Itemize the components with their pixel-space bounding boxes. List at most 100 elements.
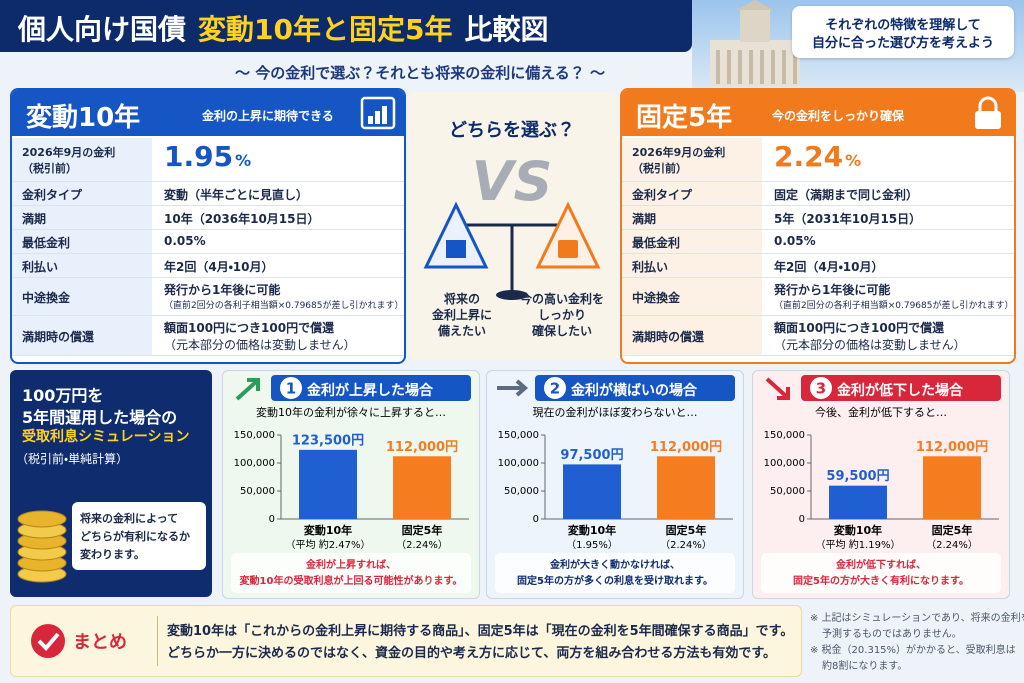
rate-unit: % (235, 151, 252, 170)
row-label: 利払い (632, 260, 669, 274)
row-label-cell (622, 138, 762, 181)
summary-text: どちらか一方に決めるのではなく、資金の目的や考え方に応じて、両方を組み合わせる方… (167, 646, 777, 661)
icon-lock (975, 111, 1001, 129)
product-card: 変動10年 金利の上昇に期待できる 2026年9月の金利 （税引前） 1.95% 金利タイ… (10, 88, 406, 364)
compare-question: どちらを選ぶ？ (449, 120, 575, 141)
card-header (12, 90, 404, 136)
chart-number: 3 (816, 380, 826, 398)
chart-subtitle: 変動10年の金利が徐々に上昇すると… (256, 405, 446, 419)
row-label-cell (622, 254, 762, 277)
row-value: （元本部分の価格は変動しません） (164, 338, 356, 352)
note-box (495, 553, 735, 593)
icon-shackle (978, 96, 998, 112)
summary-text: 変動10年は「これからの金利上昇に期待する商品」、固定5年は「現在の金利を5年間… (167, 624, 794, 639)
simulation-highlight: 受取利息シミュレーション (22, 429, 190, 445)
category-label: 固定5年 (666, 523, 707, 537)
card-icon (360, 96, 396, 130)
building-illustration (710, 0, 800, 86)
check-mark (37, 632, 60, 651)
chart-panel: 3 金利が低下した場合 今後、金利が低下すると… 0 50,000 100,000 150,… (752, 370, 1010, 599)
row-divider (622, 229, 1014, 230)
product-name: 変動10年 (26, 103, 141, 133)
row-value: 0.05% (164, 234, 206, 248)
row-value: 年2回（4月・10月） (164, 260, 274, 274)
building-column (782, 50, 786, 84)
row-divider (12, 355, 404, 356)
bar-chart: 現在の金利がほぼ変わらないと… 0 50,000 100,000 150,000 97,5… (495, 405, 735, 593)
summary-box: まとめ 変動10年は「これからの金利上昇に期待する商品」、固定5年は「現在の金利を… (10, 605, 802, 677)
row-label: 中途換金 (632, 291, 681, 305)
title-row: 個人向け国債 変動10年と固定5年 比較図 (18, 8, 548, 48)
row-value: 年2回（4月・10月） (774, 260, 884, 274)
chart-header-icons: 2 (497, 375, 567, 401)
card-icon (975, 96, 1001, 129)
row-label: 金利タイプ (22, 188, 83, 202)
category-note: （平均 約2.47%） (286, 538, 371, 551)
row-divider (12, 181, 404, 182)
row-divider (12, 315, 404, 316)
row-label: 利払い (22, 260, 59, 274)
chart-note: 変動10年の受取利息が上回る可能性があります。 (240, 574, 463, 587)
coin-text: 将来の金利によって (80, 512, 179, 525)
row-label: 満期 (22, 212, 47, 226)
number-badge (542, 375, 567, 401)
building-column (771, 50, 775, 84)
row-label-cell (12, 316, 152, 355)
check-icon (31, 624, 65, 658)
value-label: 112,000円 (650, 440, 722, 455)
row-label-cell (12, 182, 152, 205)
chart-note: 金利が上昇すれば、 (306, 558, 396, 571)
row-label-cell (12, 138, 152, 181)
bar (829, 485, 887, 519)
rate-label: （税引前） (22, 162, 77, 175)
title-banner (0, 0, 692, 52)
building-roof (736, 0, 774, 10)
chart-note: 金利が大きく動かなければ、 (550, 558, 680, 571)
row-label-cell (622, 316, 762, 355)
building-column (727, 50, 731, 84)
category-note: （1.95%） (566, 539, 618, 551)
category-label: 変動10年 (304, 523, 352, 537)
bar-chart: 変動10年の金利が徐々に上昇すると… 0 50,000 100,000 150,000 1… (231, 405, 471, 593)
chart-number: 1 (286, 380, 296, 398)
row-value: （直前2回分の各利子相当額×0.79685が差し引かれます） (164, 301, 404, 311)
row-label: 満期時の償還 (22, 330, 95, 344)
note-box (231, 553, 471, 593)
compare-left-line: 備えたい (437, 324, 486, 338)
number-badge (808, 375, 833, 401)
chart-note: 固定5年の方が大きく有利になります。 (793, 574, 969, 587)
header-note-box: それぞれの特徴を理解して 自分に合った選び方を考えよう (792, 6, 1014, 58)
vs-label: VS (471, 150, 553, 213)
trend-arrow (235, 378, 260, 401)
row-divider (12, 253, 404, 254)
chart-header (801, 375, 1001, 401)
chart-header-icons: 1 (235, 375, 303, 401)
rate-label: 2026年9月の金利 (22, 146, 116, 159)
chart-number: 2 (550, 380, 560, 398)
y-tick-label: 0 (799, 514, 805, 525)
chart-header (271, 375, 471, 401)
y-tick-label: 150,000 (498, 430, 539, 441)
rate-value: 2.24% (774, 140, 861, 173)
row-value: 固定（満期まで同じ金利） (774, 188, 919, 202)
card-header (622, 90, 1014, 136)
row-divider (12, 229, 404, 230)
row-divider (622, 205, 1014, 206)
row-label: 最低金利 (22, 236, 71, 250)
y-tick-label: 150,000 (764, 430, 805, 441)
y-tick-label: 50,000 (770, 486, 805, 497)
chart-note: 固定5年の方が多くの利息を受け取れます。 (517, 574, 713, 587)
category-note: （2.24%） (926, 539, 978, 551)
bar (657, 456, 715, 519)
chart-panel: 1 金利が上昇した場合 変動10年の金利が徐々に上昇すると… 0 50,000 100,0… (222, 370, 480, 599)
bar-chart: 今後、金利が低下すると… 0 50,000 100,000 150,000 59,500円… (761, 405, 1001, 593)
footnote: 予測するものではありません。 (822, 629, 962, 640)
category-label: 変動10年 (568, 523, 616, 537)
chart-header-icons: 3 (765, 375, 833, 401)
rate-number: 2.24 (774, 140, 844, 173)
number-badge (278, 375, 303, 401)
value-label: 123,500円 (292, 433, 364, 448)
row-label-cell (12, 206, 152, 229)
chart-title: 金利が横ばいの場合 (571, 383, 697, 399)
